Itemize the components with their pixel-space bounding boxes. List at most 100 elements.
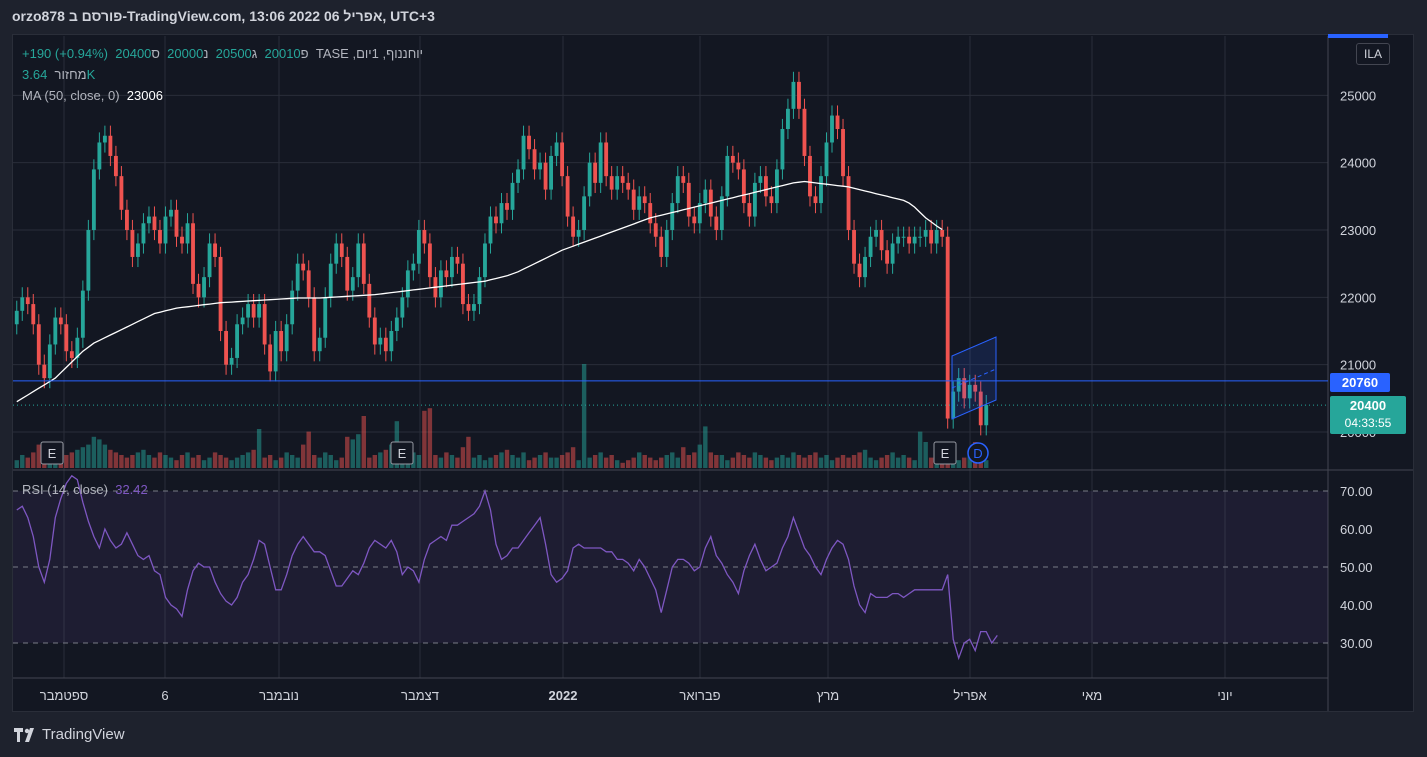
- volume-bar: [438, 457, 444, 468]
- candle: [240, 307, 245, 335]
- candle: [560, 132, 565, 187]
- candle-body: [312, 297, 317, 352]
- candle: [163, 206, 168, 254]
- volume-bar: [196, 455, 201, 468]
- chart-frame[interactable]: [12, 34, 1414, 712]
- channel-midline: [951, 368, 997, 389]
- candle: [185, 213, 190, 254]
- candle-body: [934, 230, 939, 244]
- candle-body: [477, 277, 482, 305]
- time-tick-label: ספטמבר: [40, 688, 88, 703]
- earnings-marker-icon: [933, 441, 957, 465]
- currency-button[interactable]: ILA: [1356, 43, 1390, 65]
- candle-body: [449, 256, 454, 278]
- candle-body: [174, 209, 179, 237]
- candle: [102, 125, 107, 153]
- brand-logo[interactable]: TradingView: [14, 726, 125, 743]
- candle-body: [527, 135, 531, 150]
- candle: [907, 226, 912, 254]
- candle: [598, 132, 603, 193]
- candle: [648, 192, 653, 234]
- volume-bar: [824, 455, 829, 468]
- candle: [582, 186, 587, 241]
- ma-label[interactable]: MA (50, close, 0): [22, 88, 120, 103]
- rsi-tick-label: 70.00: [1340, 484, 1373, 499]
- volume-bar: [185, 452, 190, 468]
- candle-body: [58, 317, 63, 325]
- volume-bar: [928, 457, 934, 468]
- volume-bar: [152, 457, 157, 468]
- axis-accent: [1328, 34, 1388, 38]
- rsi-label[interactable]: RSI (14, close): [22, 482, 108, 497]
- volume-bar: [378, 452, 383, 468]
- candle: [659, 226, 664, 268]
- volume-bar: [163, 455, 168, 468]
- candle-body: [918, 236, 923, 238]
- candle: [367, 273, 372, 328]
- candle: [896, 226, 901, 254]
- rsi-tick-label: 50.00: [1340, 560, 1373, 575]
- candle-body: [940, 230, 945, 237]
- candle-body: [224, 331, 229, 365]
- candle-body: [901, 236, 906, 238]
- candle-body: [516, 169, 520, 183]
- candle-body: [576, 230, 581, 237]
- volume-bar: [686, 455, 691, 468]
- candle: [411, 253, 416, 281]
- candle: [235, 314, 240, 369]
- candle: [830, 105, 834, 153]
- candle: [174, 199, 179, 247]
- candle-body: [664, 230, 669, 257]
- volume-bar: [592, 455, 598, 468]
- candle-body: [394, 317, 399, 332]
- volume-bar: [653, 460, 658, 468]
- candle-body: [124, 209, 129, 231]
- candle: [912, 226, 917, 254]
- volume-bar: [609, 455, 614, 468]
- candle-body: [565, 176, 570, 217]
- candle: [692, 206, 697, 234]
- candle-body: [538, 162, 542, 170]
- volume-bar: [345, 436, 350, 468]
- candle: [626, 172, 631, 200]
- candle: [741, 159, 746, 214]
- candle: [786, 98, 790, 140]
- candle: [923, 219, 928, 247]
- volume-bar: [576, 460, 581, 468]
- time-tick-label: 2022: [549, 688, 578, 703]
- candle: [813, 186, 818, 214]
- volume-bar: [917, 431, 923, 468]
- candle: [874, 219, 879, 247]
- candle: [257, 293, 262, 328]
- candle-body: [416, 230, 421, 264]
- candle: [736, 152, 741, 180]
- candle: [273, 320, 278, 382]
- candle: [191, 213, 195, 294]
- candle-body: [780, 129, 785, 170]
- rsi-legend: RSI (14, close) 32.42: [22, 482, 148, 497]
- volume-bar: [455, 457, 460, 468]
- candle: [769, 186, 774, 214]
- candle: [841, 118, 845, 187]
- candle-body: [802, 108, 807, 156]
- volume-label[interactable]: מחזור: [54, 67, 87, 82]
- candle-body: [163, 216, 168, 244]
- volume-bar: [637, 452, 642, 468]
- candle: [31, 293, 36, 335]
- candle-body: [879, 230, 884, 251]
- candle-body: [339, 243, 344, 257]
- volume-bar: [521, 452, 526, 468]
- time-tick-label: פברואר: [679, 688, 720, 703]
- symbol-legend: יוחננוף, 1יום, TASE פ20010 ג20500 נ20000…: [22, 46, 423, 61]
- candle-body: [521, 135, 526, 170]
- candle-body: [334, 243, 339, 264]
- candle-body: [786, 108, 790, 130]
- candle-body: [549, 155, 554, 190]
- candle: [846, 166, 851, 241]
- candle: [405, 260, 410, 308]
- candle-body: [846, 176, 851, 231]
- symbol-name[interactable]: יוחננוף, 1יום, TASE: [315, 46, 424, 61]
- candle: [631, 179, 636, 220]
- candle-body: [317, 337, 322, 352]
